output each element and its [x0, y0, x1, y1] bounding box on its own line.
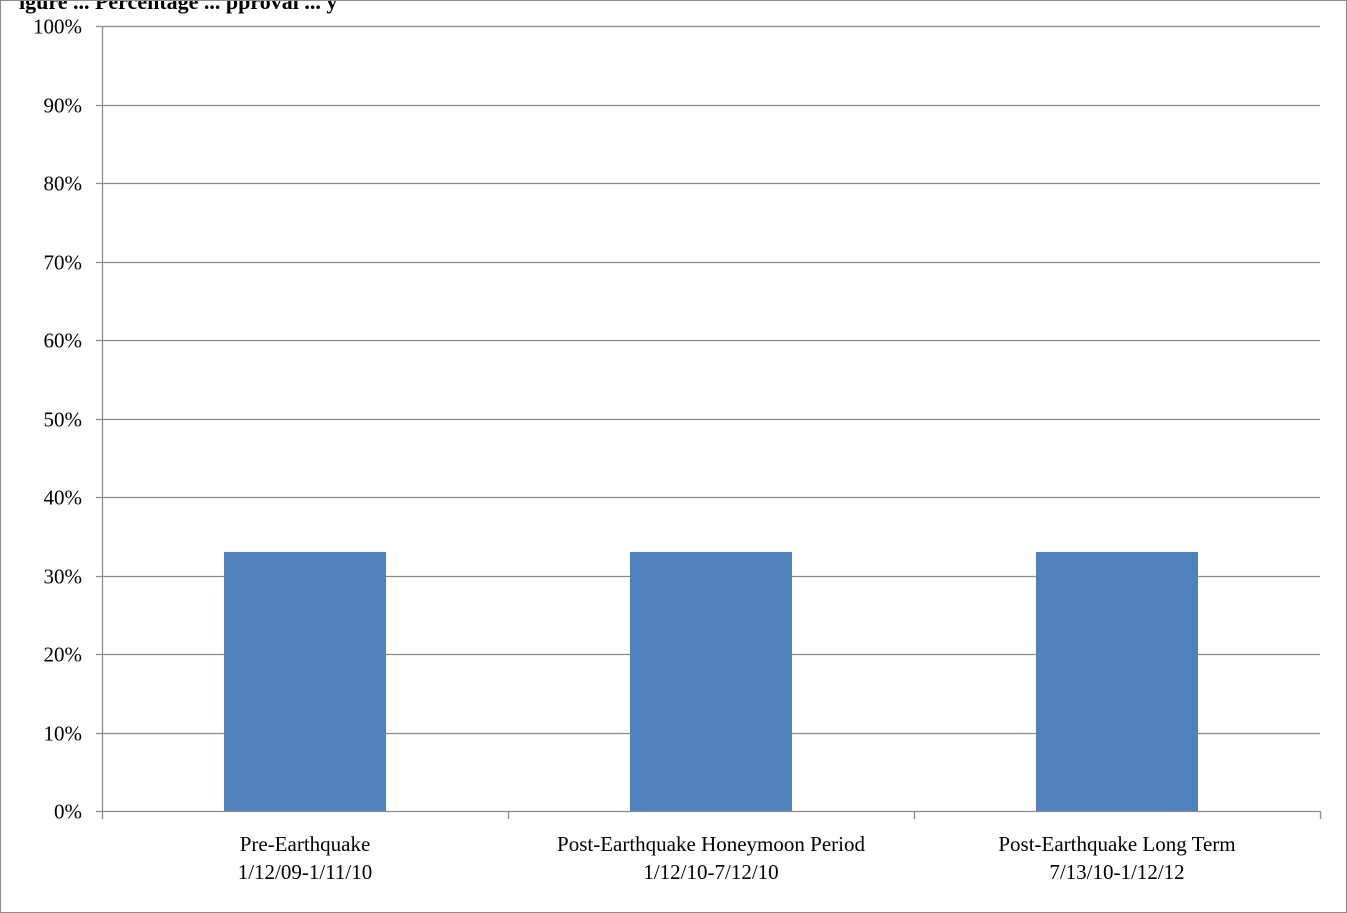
- y-tick-labels: 0% 10% 20% 30% 40% 50% 60% 70% 80% 90% 100%: [33, 15, 82, 824]
- bar: [1036, 551, 1198, 811]
- y-tick-label: 30%: [44, 565, 83, 589]
- axes: [96, 25, 1322, 819]
- x-category-label-line: Post-Earthquake Honeymoon Period: [557, 832, 865, 856]
- y-tick-label: 40%: [44, 486, 83, 510]
- x-category-label: Post-Earthquake Long Term 7/13/10-1/12/12: [998, 832, 1235, 884]
- x-category-label-line: 1/12/10-7/12/10: [643, 860, 778, 884]
- bars: [224, 551, 1198, 811]
- x-category-labels: Pre-Earthquake 1/12/09-1/11/10 Post-Earthq…: [238, 832, 1236, 884]
- y-tick-label: 10%: [44, 722, 83, 746]
- y-tick-label: 100%: [33, 15, 82, 39]
- x-category-label-line: Pre-Earthquake: [240, 832, 371, 856]
- bar: [224, 551, 386, 811]
- x-category-label-line: Post-Earthquake Long Term: [998, 832, 1235, 856]
- x-category-label: Post-Earthquake Honeymoon Period 1/12/10-…: [557, 832, 865, 884]
- y-tick-label: 0%: [54, 800, 82, 824]
- y-tick-label: 50%: [44, 408, 83, 432]
- y-tick-label: 60%: [44, 329, 83, 353]
- x-category-label-line: 7/13/10-1/12/12: [1049, 860, 1184, 884]
- x-category-label-line: 1/12/09-1/11/10: [238, 860, 373, 884]
- y-tick-label: 20%: [44, 643, 83, 667]
- x-category-label: Pre-Earthquake 1/12/09-1/11/10: [238, 832, 373, 884]
- y-tick-label: 80%: [44, 172, 83, 196]
- bar: [630, 551, 792, 811]
- chart-title: igure ... Percentage ... pproval ... y: [19, 1, 337, 14]
- y-tick-label: 70%: [44, 251, 83, 275]
- y-tick-label: 90%: [44, 94, 83, 118]
